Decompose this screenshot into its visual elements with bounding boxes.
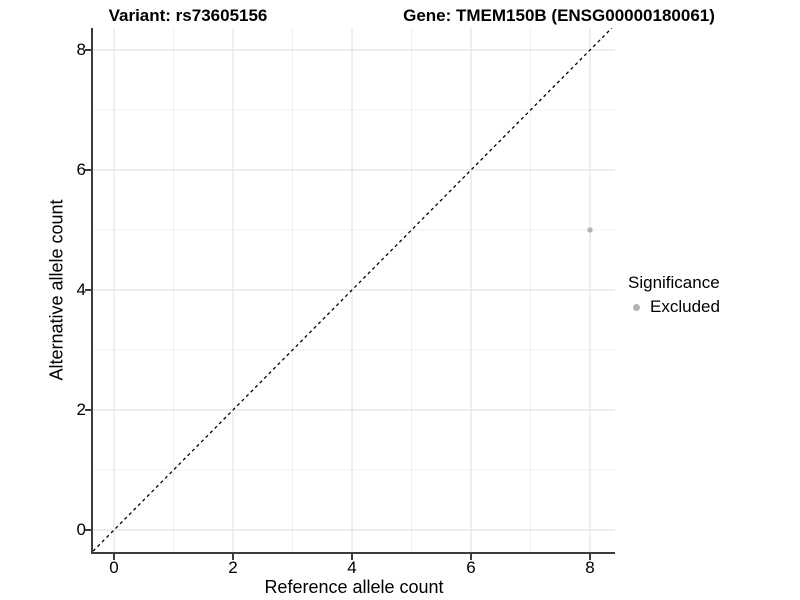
- y-tick-mark: [85, 49, 91, 52]
- y-tick-label: 6: [76, 160, 86, 179]
- y-axis-title: Alternative allele count: [46, 199, 67, 381]
- legend-item-excluded: Excluded: [628, 297, 720, 317]
- x-tick-label: 6: [466, 558, 476, 577]
- chart-canvas: [93, 28, 615, 552]
- plot-title-gene: Gene: TMEM150B (ENSG00000180061): [403, 6, 715, 25]
- y-tick-label: 2: [76, 399, 86, 419]
- y-tick-mark: [85, 408, 91, 411]
- y-tick-label: 4: [76, 280, 86, 299]
- x-tick-label: 0: [109, 558, 119, 577]
- identity-dashed-line: [93, 28, 613, 552]
- y-tick-label: 0: [76, 519, 86, 539]
- x-axis-title: Reference allele count: [264, 577, 444, 597]
- x-tick-mark: [113, 554, 115, 560]
- x-tick-label: 8: [585, 558, 595, 577]
- x-tick-label: 2: [228, 558, 238, 577]
- excluded-point-icon: [633, 304, 640, 311]
- y-tick-mark: [85, 169, 91, 171]
- data-point: [587, 227, 593, 233]
- y-tick-mark: [85, 289, 91, 291]
- legend-item-label: Excluded: [650, 297, 720, 316]
- x-tick-mark: [232, 554, 234, 560]
- x-tick-label: 4: [347, 558, 357, 577]
- plot-panel: [91, 28, 615, 554]
- x-tick-mark: [351, 554, 353, 560]
- legend-title: Significance: [628, 273, 720, 292]
- legend: Significance Excluded: [628, 273, 720, 317]
- y-tick-label: 8: [76, 40, 86, 60]
- x-tick-mark: [589, 554, 591, 560]
- x-tick-mark: [470, 554, 472, 560]
- y-tick-mark: [85, 528, 91, 531]
- plot-title-variant: Variant: rs73605156: [108, 6, 268, 25]
